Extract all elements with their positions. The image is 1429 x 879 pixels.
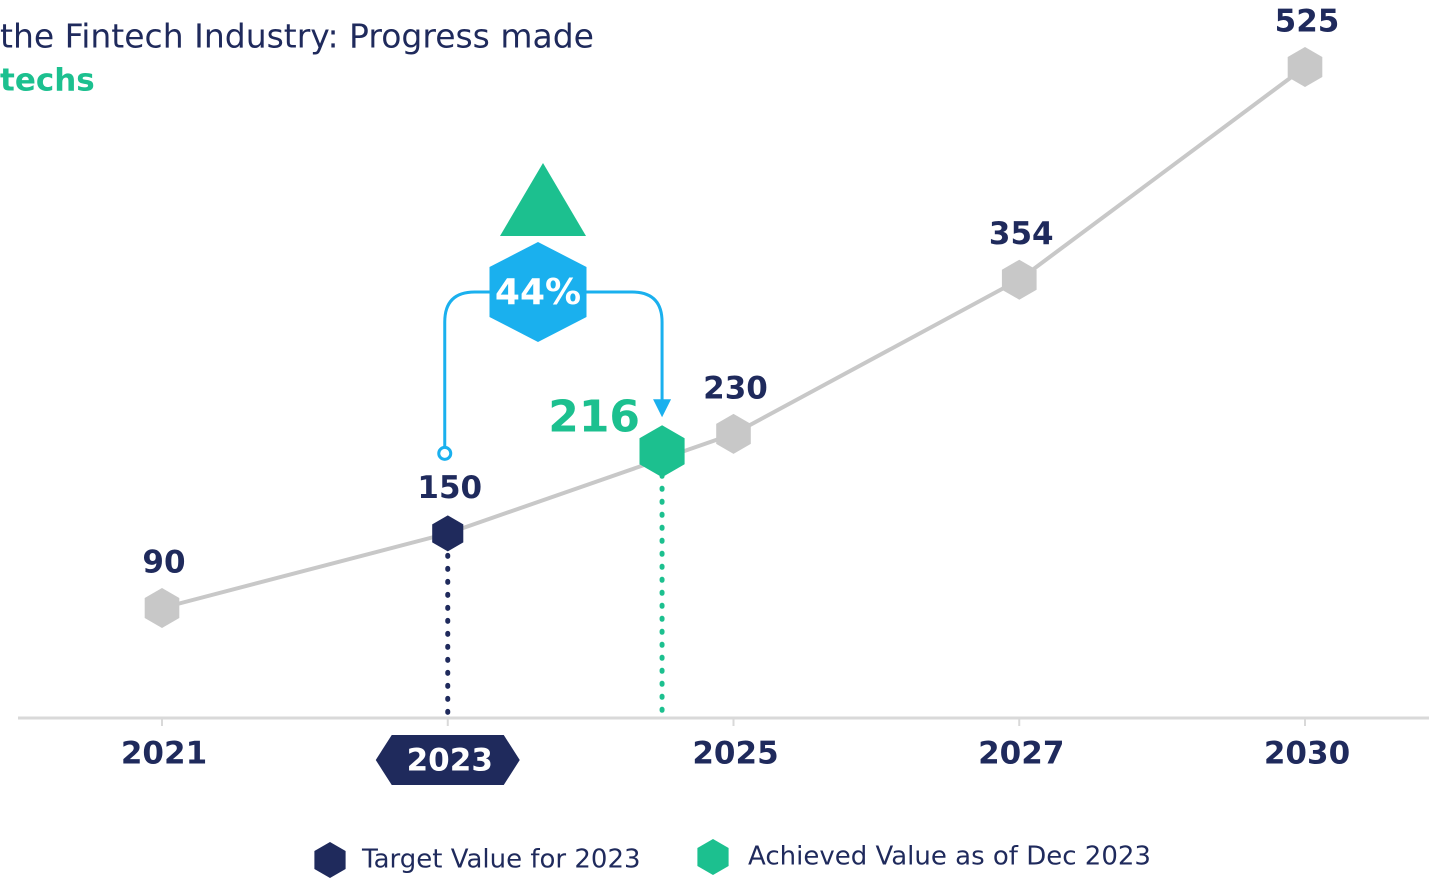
chart-title: the Fintech Industry: Progress made xyxy=(0,17,594,56)
bracket-start xyxy=(437,445,453,461)
change-badge xyxy=(489,242,587,342)
x-tick-label: 2025 xyxy=(692,736,778,772)
data-label: 354 xyxy=(989,216,1054,252)
achieved-label: 216 xyxy=(548,391,640,442)
legend-marker xyxy=(697,839,729,875)
change-label: 44% xyxy=(495,272,581,313)
x-tick-label: 2030 xyxy=(1264,736,1350,772)
bracket-arrow xyxy=(653,399,672,418)
legend-label: Achieved Value as of Dec 2023 xyxy=(748,842,1151,872)
x-tick-label: 2021 xyxy=(121,736,207,772)
up-triangle xyxy=(500,163,586,236)
achieved-marker xyxy=(639,425,685,478)
target-marker xyxy=(432,515,464,552)
highlight-badge xyxy=(375,735,520,785)
point-marker xyxy=(1001,259,1037,300)
data-label: 525 xyxy=(1275,4,1340,40)
data-label: 150 xyxy=(417,470,482,506)
point-marker xyxy=(716,413,751,454)
legend-marker xyxy=(314,842,346,878)
point-marker xyxy=(144,588,180,628)
line xyxy=(161,65,1307,610)
data-label: 230 xyxy=(703,370,768,406)
legend-label: Target Value for 2023 xyxy=(361,845,641,875)
point-marker xyxy=(1287,47,1323,87)
x-tick-label: 2027 xyxy=(978,736,1064,772)
x-tick-label: 2023 xyxy=(407,743,493,779)
chart-subtitle: techs xyxy=(0,63,95,99)
data-label: 90 xyxy=(142,545,185,581)
